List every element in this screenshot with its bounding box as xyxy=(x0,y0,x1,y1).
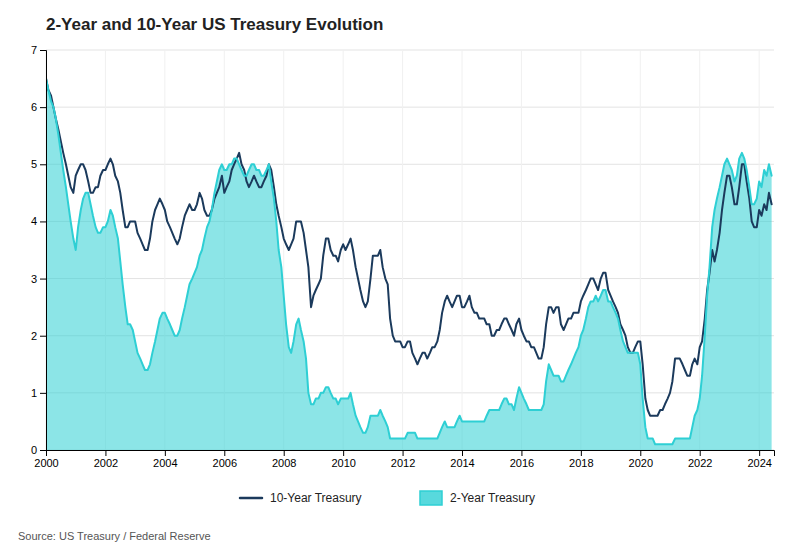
annotation: Source: US Treasury / Federal Reserve xyxy=(18,530,211,542)
tick-label: 0 xyxy=(31,444,37,456)
tick-mark xyxy=(40,164,46,165)
x-axis: 2000 2002 2004 2006 2008 2010 2012 2014 2016 2018… xyxy=(34,450,774,469)
tick-mark xyxy=(462,450,463,456)
grid-line xyxy=(46,221,774,222)
tick-mark xyxy=(403,450,404,456)
axis-line xyxy=(40,51,47,451)
tick-mark xyxy=(165,450,166,456)
tick-mark xyxy=(40,107,46,108)
tick-mark xyxy=(40,450,46,451)
tick: 1 xyxy=(31,387,46,399)
tick-label: 2004 xyxy=(153,457,177,469)
tick: 2022 xyxy=(688,450,712,469)
tick: 3 xyxy=(31,273,46,285)
tick: 5 xyxy=(31,158,46,170)
tick-mark xyxy=(759,450,760,456)
tick-label: 1 xyxy=(31,387,37,399)
axis-line xyxy=(47,451,775,457)
chart: 2-Year and 10-Year US Treasury Evolution… xyxy=(0,0,800,554)
plot-area: 2000200220042006200820102012201420162018… xyxy=(31,44,775,469)
grid-line xyxy=(46,50,774,51)
tick-label: 2 xyxy=(31,330,37,342)
line xyxy=(46,79,772,445)
tick: 2016 xyxy=(510,450,534,469)
tick-mark xyxy=(224,450,225,456)
tick: 4 xyxy=(31,215,46,227)
tick: 6 xyxy=(31,101,46,113)
legend-swatch xyxy=(240,497,262,500)
marks xyxy=(46,79,772,450)
tick-mark xyxy=(105,450,106,456)
tick: 7 xyxy=(31,44,46,56)
tick-mark xyxy=(40,336,46,337)
grid-line xyxy=(343,50,344,450)
legend-label: 2-Year Treasury xyxy=(450,491,535,505)
tick-label: 2006 xyxy=(213,457,237,469)
tick-mark xyxy=(521,450,522,456)
tick-mark xyxy=(284,450,285,456)
tick-mark xyxy=(40,279,46,280)
area xyxy=(46,79,772,450)
tick: 2012 xyxy=(391,450,415,469)
tick: 2014 xyxy=(450,450,474,469)
tick-label: 4 xyxy=(31,215,37,227)
grid-line xyxy=(46,164,774,165)
legend-label: 10-Year Treasury xyxy=(270,491,362,505)
grid-line xyxy=(46,278,774,279)
tick: 2004 xyxy=(153,450,177,469)
tick-mark xyxy=(343,450,344,456)
tick: 2002 xyxy=(94,450,118,469)
tick-mark xyxy=(40,393,46,394)
tick: 2000 xyxy=(34,450,58,469)
tick-label: 5 xyxy=(31,158,37,170)
legend-swatch xyxy=(420,491,442,505)
grid-line xyxy=(46,107,774,108)
tick-mark xyxy=(700,450,701,456)
tick-label: 2022 xyxy=(688,457,712,469)
tick-label: 2012 xyxy=(391,457,415,469)
tick: 2018 xyxy=(569,450,593,469)
tick-mark xyxy=(40,50,46,51)
tick: 2010 xyxy=(331,450,355,469)
tick-label: 3 xyxy=(31,273,37,285)
y-axis: 0 1 2 3 4 5 6 7 xyxy=(31,44,47,456)
tick: 2024 xyxy=(747,450,771,469)
tick-label: 2014 xyxy=(450,457,474,469)
title: 2-Year and 10-Year US Treasury Evolution xyxy=(46,15,383,34)
tick: 2 xyxy=(31,330,46,342)
tick-label: 6 xyxy=(31,101,37,113)
grid-line xyxy=(462,50,463,450)
tick-label: 2016 xyxy=(510,457,534,469)
grid xyxy=(46,50,774,450)
legend: 10-Year Treasury 2-Year Treasury xyxy=(240,491,535,505)
line xyxy=(46,79,772,416)
tick: 2020 xyxy=(629,450,653,469)
legend-item: 2-Year Treasury xyxy=(420,491,535,505)
tick: 0 xyxy=(31,444,46,456)
tick-mark xyxy=(640,450,641,456)
tick-mark xyxy=(40,221,46,222)
tick: 2008 xyxy=(272,450,296,469)
tick-mark xyxy=(581,450,582,456)
tick-label: 2000 xyxy=(34,457,58,469)
tick-label: 7 xyxy=(31,44,37,56)
tick-label: 2008 xyxy=(272,457,296,469)
tick-label: 2002 xyxy=(94,457,118,469)
tick-label: 2018 xyxy=(569,457,593,469)
tick-label: 2020 xyxy=(629,457,653,469)
tick-label: 2010 xyxy=(331,457,355,469)
grid-line xyxy=(402,50,403,450)
tick-label: 2024 xyxy=(747,457,771,469)
tick: 2006 xyxy=(213,450,237,469)
legend-item: 10-Year Treasury xyxy=(240,491,362,505)
